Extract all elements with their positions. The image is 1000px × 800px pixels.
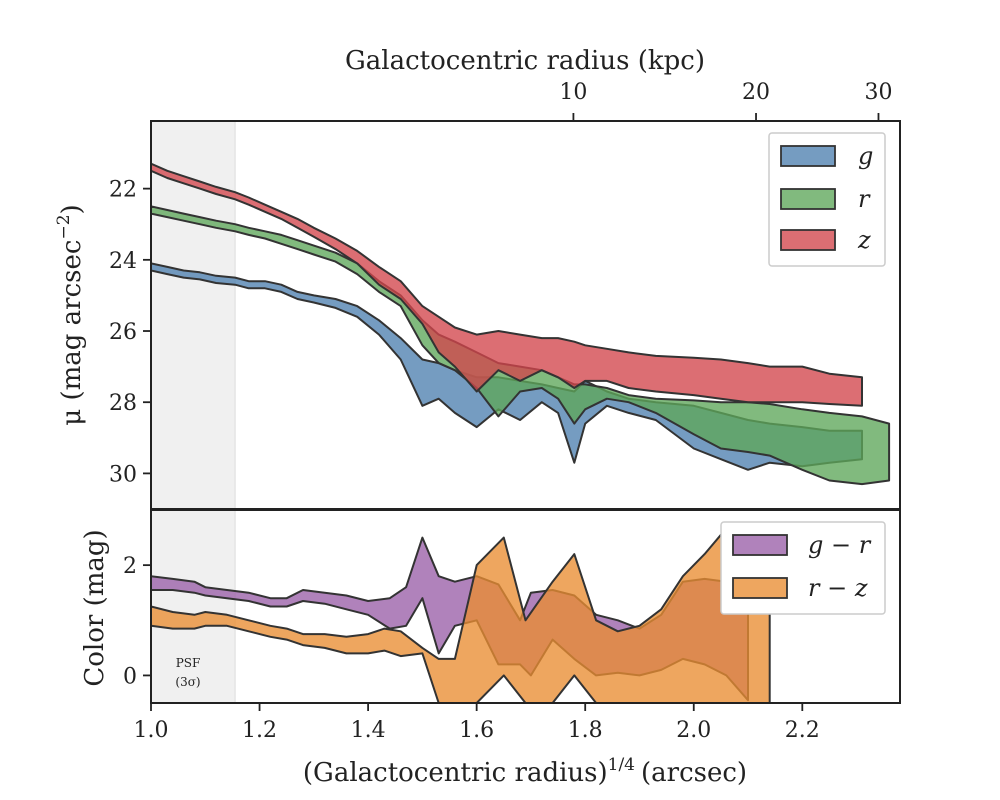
top-axis-title: Galactocentric radius (kpc): [345, 46, 705, 76]
legend-swatch-r: [780, 188, 836, 210]
legend-label-r: r: [858, 185, 871, 213]
color-y-tick-label: 2: [123, 554, 137, 579]
y-axis-title-exponent: −2: [54, 214, 74, 239]
legend-swatch-g: [780, 145, 836, 167]
legend-label-z: z: [857, 226, 871, 254]
legend-swatch-z: [780, 229, 836, 251]
y-tick-label: 30: [109, 462, 137, 487]
legend-swatch-r-minus-z: [732, 577, 788, 599]
x-tick-label: 1.4: [351, 718, 386, 743]
x-tick-label: 1.8: [568, 718, 603, 743]
y-tick-label: 26: [109, 320, 137, 345]
kpc-tick-label: 20: [742, 80, 770, 105]
x-axis-title-exponent: 1/4: [608, 755, 635, 775]
x-tick-label: 1.0: [134, 718, 169, 743]
band-r-z: [151, 533, 771, 703]
y-tick-label: 24: [109, 249, 137, 274]
y-tick-label: 22: [109, 178, 137, 203]
legend-label-g-minus-r: g − r: [808, 531, 872, 559]
axis-ticks: 1.01.21.41.61.82.02.22224262830021020305…: [109, 80, 892, 743]
legend-label-g: g: [858, 142, 873, 170]
kpc-tick-label: 30: [864, 80, 892, 105]
band-z: [151, 162, 863, 407]
y-axis-title-bottom: Color (mag): [80, 529, 110, 686]
x-tick-label: 2.0: [676, 718, 711, 743]
y-axis-title-main: μ (mag arcsec: [57, 240, 87, 426]
sb-bands: [151, 162, 891, 486]
legend-top: g r z: [768, 132, 886, 267]
legend-swatch-g-minus-r: [732, 534, 788, 556]
psf-note-sigma: (3σ): [175, 675, 200, 689]
x-tick-label: 2.2: [785, 718, 820, 743]
y-axis-title-top: μ (mag arcsec−2): [54, 204, 87, 425]
kpc-tick-label: 10: [559, 80, 587, 105]
color-bands: [151, 533, 771, 703]
x-axis-title: (Galactocentric radius)1/4 (arcsec): [303, 755, 747, 788]
psf-region-bottom: [151, 510, 236, 703]
y-tick-label: 28: [109, 391, 137, 416]
x-tick-label: 1.2: [242, 718, 277, 743]
psf-note-label: PSF: [176, 656, 201, 670]
legend-bottom: g − r r − z: [720, 521, 886, 615]
y-axis-title-close: ): [57, 204, 87, 214]
x-axis-title-main: (Galactocentric radius): [303, 758, 608, 788]
x-tick-label: 1.6: [459, 718, 494, 743]
legend-label-r-minus-z: r − z: [808, 574, 868, 602]
x-axis-title-unit: (arcsec): [641, 758, 747, 788]
color-y-tick-label: 0: [123, 664, 137, 689]
bottom-panel-frame: [150, 509, 901, 704]
